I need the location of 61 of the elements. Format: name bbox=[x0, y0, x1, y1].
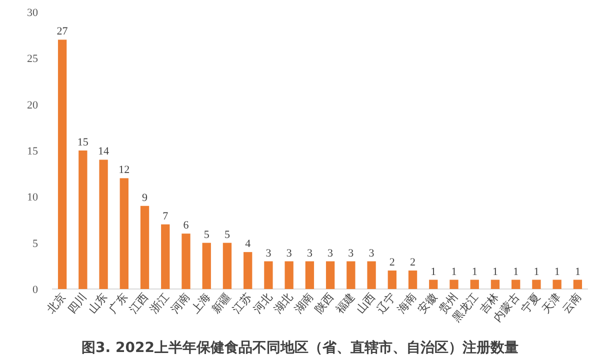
bar bbox=[450, 280, 458, 289]
bar bbox=[552, 280, 562, 289]
x-tick-label: 安徽 bbox=[416, 290, 440, 316]
data-label: 7 bbox=[162, 210, 169, 222]
data-label: 15 bbox=[77, 136, 89, 148]
bar bbox=[140, 206, 150, 289]
data-label: 27 bbox=[56, 26, 68, 38]
data-label: 5 bbox=[224, 228, 230, 241]
bar bbox=[222, 242, 232, 289]
data-label: 14 bbox=[98, 146, 110, 158]
y-tick-label: 15 bbox=[27, 146, 38, 158]
data-label: 3 bbox=[328, 247, 334, 260]
data-label: 3 bbox=[286, 247, 292, 260]
bar bbox=[182, 234, 190, 289]
bar bbox=[490, 280, 500, 289]
data-label: 3 bbox=[348, 247, 354, 260]
bar bbox=[284, 261, 294, 289]
data-label: 1 bbox=[430, 266, 436, 278]
y-tick-label: 0 bbox=[32, 284, 38, 296]
data-label: 4 bbox=[245, 238, 252, 250]
y-tick-label: 20 bbox=[27, 99, 38, 112]
bar bbox=[367, 261, 376, 289]
bar bbox=[573, 280, 582, 289]
bar bbox=[58, 40, 67, 289]
data-label: 1 bbox=[513, 266, 519, 278]
bar bbox=[202, 242, 211, 289]
bar bbox=[244, 252, 252, 289]
data-label: 6 bbox=[183, 220, 190, 232]
data-label: 1 bbox=[492, 266, 498, 278]
data-label: 3 bbox=[368, 247, 375, 260]
data-label: 12 bbox=[118, 164, 130, 176]
y-tick-label: 5 bbox=[32, 238, 38, 250]
data-label: 9 bbox=[142, 192, 148, 204]
data-label: 3 bbox=[306, 247, 313, 260]
data-label: 2 bbox=[410, 256, 416, 269]
bar bbox=[264, 261, 273, 289]
bar bbox=[429, 280, 438, 289]
bar bbox=[532, 280, 541, 289]
bar bbox=[161, 224, 170, 289]
data-label: 3 bbox=[266, 247, 272, 260]
text: 图3. 2022上半年保健食品不同地区（省、直辖市、自治区）注册数量 bbox=[82, 339, 518, 356]
bar bbox=[120, 178, 128, 289]
bar bbox=[326, 261, 335, 289]
data-label: 1 bbox=[451, 266, 457, 278]
data-label: 1 bbox=[574, 266, 580, 278]
data-label: 2 bbox=[389, 256, 395, 269]
bar bbox=[470, 280, 479, 289]
bar bbox=[408, 270, 418, 289]
y-tick-label: 10 bbox=[27, 192, 38, 204]
data-label: 5 bbox=[204, 228, 210, 241]
data-label: 1 bbox=[554, 266, 560, 278]
bar bbox=[512, 280, 520, 289]
bar bbox=[78, 150, 88, 289]
bar bbox=[346, 261, 356, 289]
bar bbox=[305, 261, 314, 289]
data-label: 1 bbox=[534, 266, 540, 278]
bar bbox=[388, 270, 396, 289]
y-tick-label: 25 bbox=[27, 53, 38, 66]
y-tick-label: 30 bbox=[27, 7, 38, 19]
data-label: 1 bbox=[472, 266, 478, 278]
bar bbox=[99, 160, 108, 289]
